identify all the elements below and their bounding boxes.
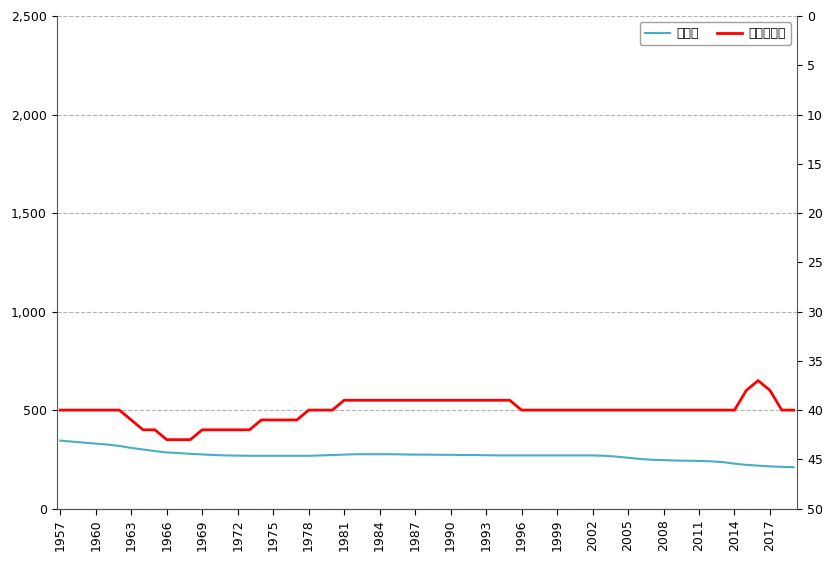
- 学校数: [789, 464, 799, 470]
- ランキング: [269, 416, 279, 423]
- ランキング: [789, 407, 799, 414]
- 学校数: [55, 437, 65, 444]
- ランキング: [162, 436, 172, 443]
- 学校数: [776, 464, 786, 470]
- Line: 学校数: 学校数: [60, 441, 794, 467]
- Line: ランキング: ランキング: [60, 380, 794, 439]
- 学校数: [280, 452, 290, 459]
- ランキング: [55, 407, 65, 414]
- 学校数: [422, 451, 432, 458]
- ランキング: [434, 397, 444, 404]
- Legend: 学校数, ランキング: 学校数, ランキング: [640, 22, 791, 46]
- 学校数: [256, 452, 266, 459]
- ランキング: [575, 407, 585, 414]
- ランキング: [292, 416, 302, 423]
- ランキング: [410, 397, 420, 404]
- ランキング: [776, 407, 786, 414]
- ランキング: [753, 377, 763, 384]
- 学校数: [399, 451, 409, 458]
- 学校数: [564, 452, 574, 459]
